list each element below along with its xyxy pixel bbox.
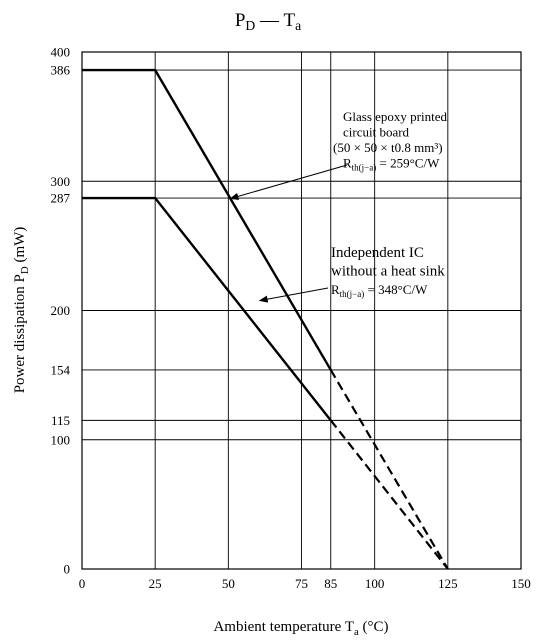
y-axis-label: Power dissipation PD (mW) bbox=[12, 227, 31, 394]
y-tick-label-115: 115 bbox=[51, 413, 70, 428]
series-2-dashed-line bbox=[329, 419, 449, 570]
annotation-2-line-2: without a heat sink bbox=[331, 264, 445, 280]
x-tick-label-0: 0 bbox=[79, 576, 86, 591]
titles-layer: PD — Ta Ambient temperature Ta (°C) Power … bbox=[12, 10, 389, 638]
x-tick-label-100: 100 bbox=[365, 576, 385, 591]
x-tick-label-150: 150 bbox=[511, 576, 531, 591]
tick-labels: 0 25 50 75 85 100 125 150 0 100 115 154 200 287 300 386… bbox=[51, 45, 531, 592]
annotation-1-line-1: Glass epoxy printed bbox=[343, 109, 447, 124]
annotation-2-line-3: Rth(j−a) = 348°C/W bbox=[331, 282, 428, 299]
grid-lines bbox=[82, 52, 521, 569]
chart-title: PD — Ta bbox=[235, 10, 301, 33]
series-1-solid-line bbox=[82, 68, 332, 371]
y-tick-label-400: 400 bbox=[51, 45, 71, 60]
x-tick-label-75: 75 bbox=[295, 576, 308, 591]
y-tick-label-386: 386 bbox=[51, 63, 71, 78]
y-tick-label-287: 287 bbox=[51, 191, 71, 206]
x-tick-label-125: 125 bbox=[438, 576, 458, 591]
annotation-1-line-2: circuit board bbox=[343, 125, 410, 140]
annotation-1-arrow bbox=[229, 164, 348, 200]
series-1-dashed-line bbox=[329, 369, 449, 570]
series-2-solid-line bbox=[82, 196, 332, 422]
x-axis-label: Ambient temperature Ta (°C) bbox=[213, 619, 388, 638]
y-tick-label-100: 100 bbox=[51, 432, 71, 447]
x-tick-label-50: 50 bbox=[222, 576, 235, 591]
y-tick-label-200: 200 bbox=[51, 303, 71, 318]
annotation-1-line-3: (50 × 50 × t0.8 mm³) bbox=[333, 140, 443, 155]
x-tick-label-25: 25 bbox=[149, 576, 162, 591]
annotation-2-arrow bbox=[258, 287, 329, 303]
y-tick-label-300: 300 bbox=[51, 174, 71, 189]
y-tick-label-0: 0 bbox=[64, 562, 71, 577]
series-layer bbox=[82, 68, 449, 570]
annotation-1-line-4: Rth(j−a) = 259°C/W bbox=[343, 156, 440, 173]
y-tick-label-154: 154 bbox=[51, 362, 71, 377]
plot-frame bbox=[81, 51, 522, 570]
x-tick-label-85: 85 bbox=[324, 576, 337, 591]
annotation-2-line-1: Independent IC bbox=[331, 245, 424, 261]
